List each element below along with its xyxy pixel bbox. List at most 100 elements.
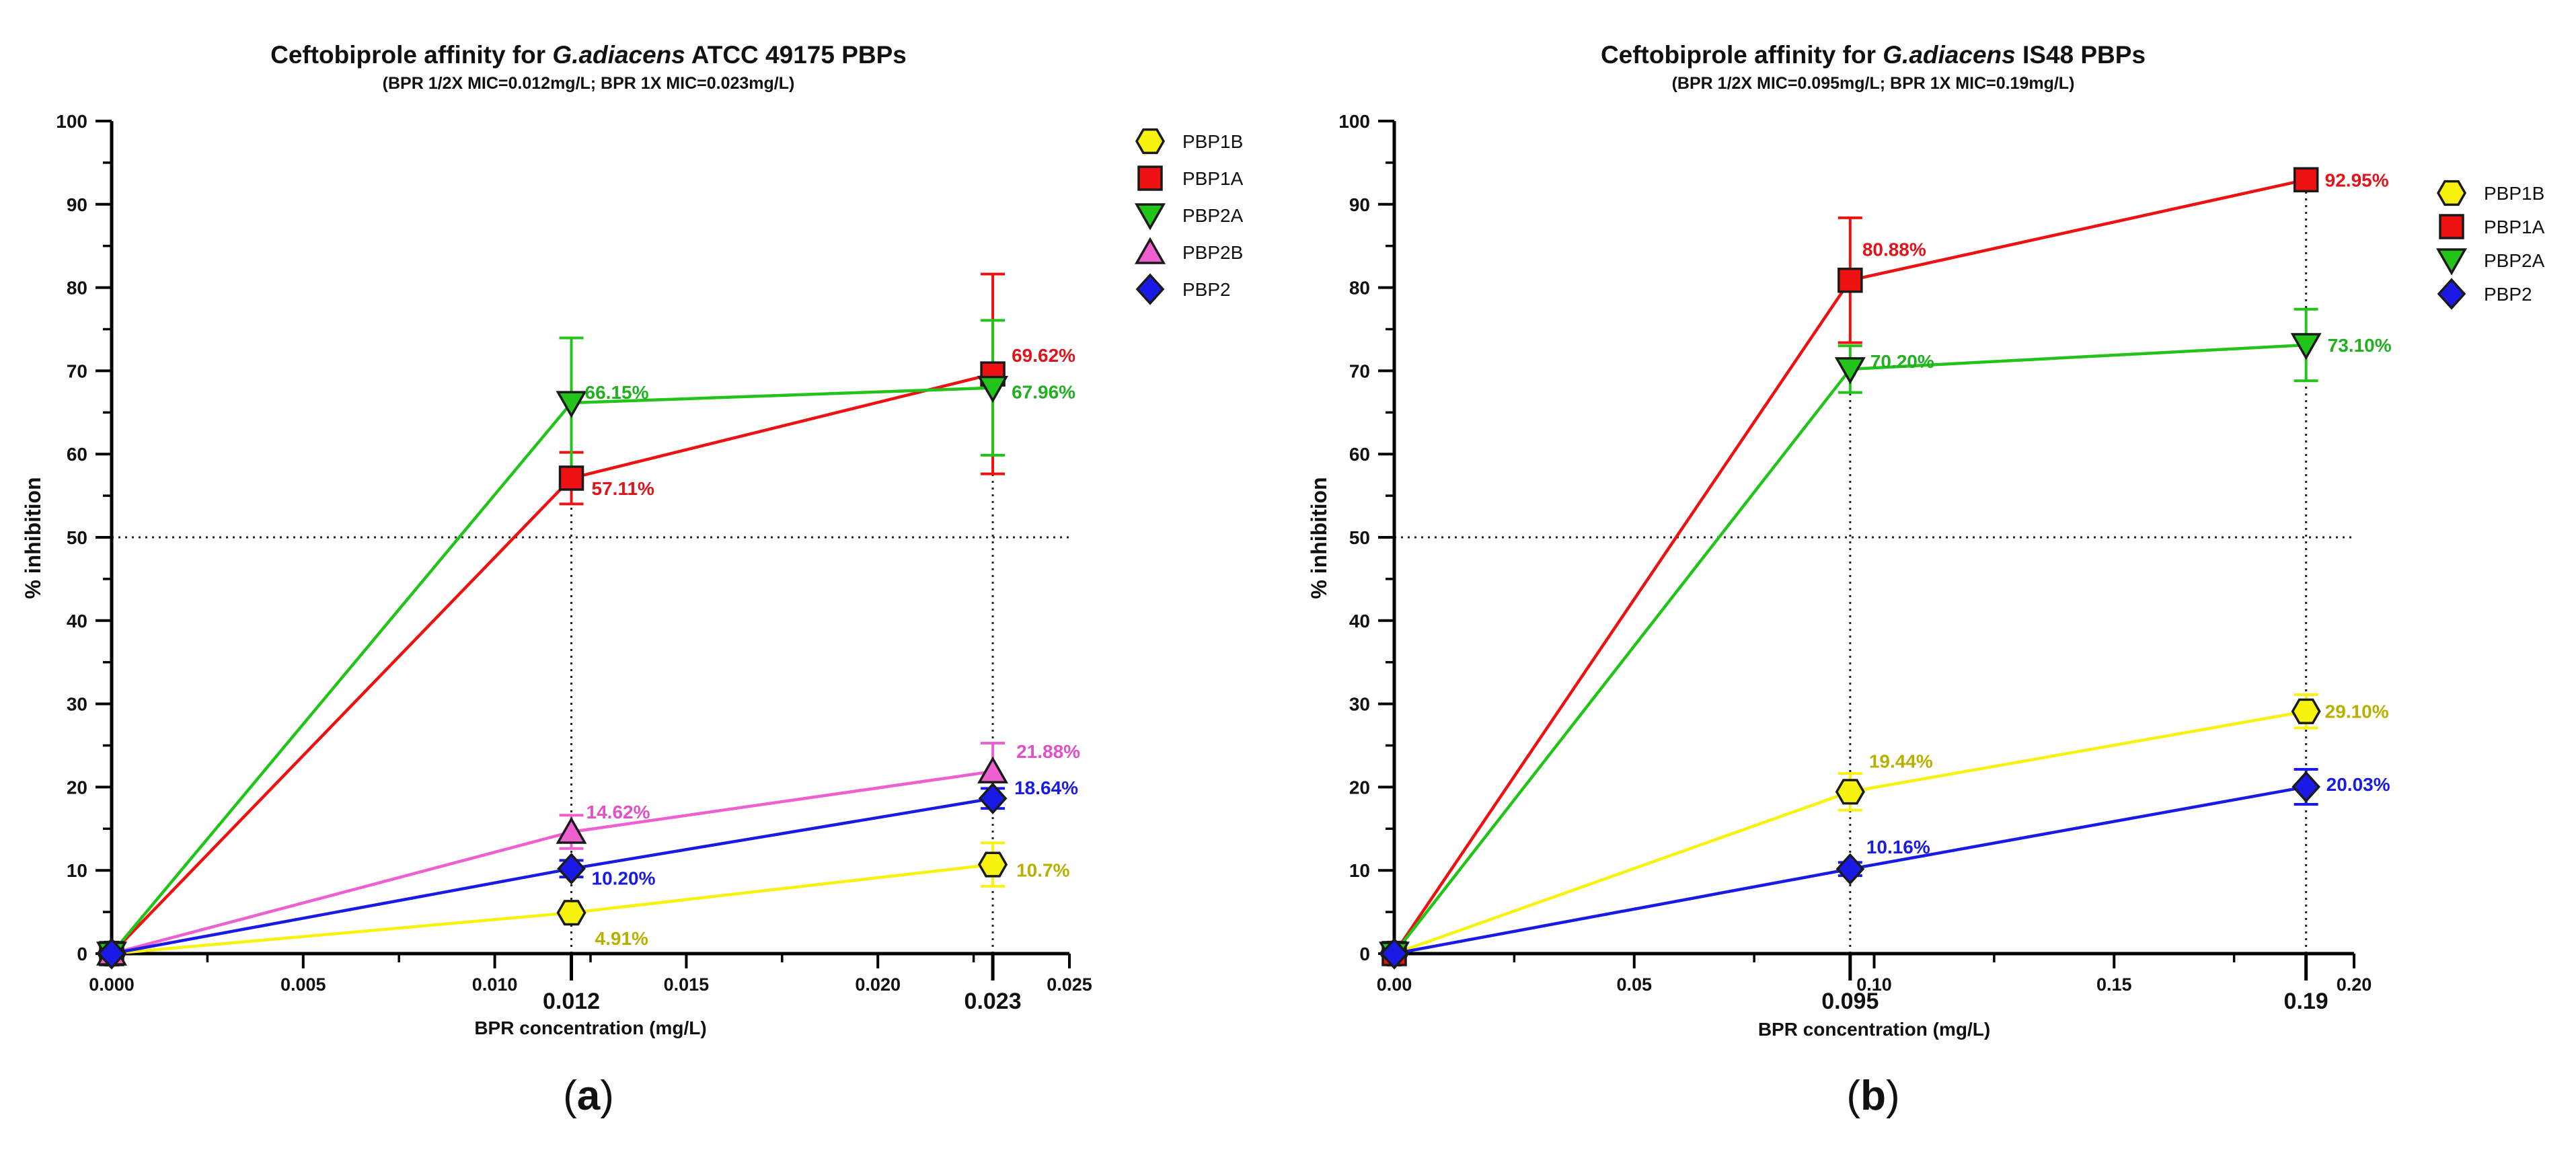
panel-label-part: )	[600, 1073, 614, 1119]
x-tick-label: 0.10	[1856, 974, 1892, 995]
y-tick-label: 90	[67, 194, 87, 215]
chart-title: Ceftobiprole affinity for G.adiacens IS4…	[1601, 41, 2146, 69]
legend-marker-pbp1a	[2439, 214, 2464, 239]
legend-marker-pbp1b	[1135, 128, 1166, 155]
y-tick-label: 60	[1349, 444, 1370, 465]
y-tick-label: 60	[67, 444, 87, 465]
x-tick-label: 0.005	[280, 974, 326, 995]
data-point-pbp2	[2291, 771, 2321, 803]
chart-title-part: ATCC 49175 PBPs	[685, 41, 907, 69]
data-label-pbp2: 20.03%	[2326, 774, 2390, 795]
data-label-pbp1a: 92.95%	[2325, 169, 2389, 190]
legend-marker-pbp2a	[1134, 203, 1166, 231]
data-label-pbp2: 18.64%	[1014, 777, 1078, 798]
legend-label-pbp1b: PBP1B	[2484, 183, 2544, 204]
y-tick-label: 0	[1359, 944, 1370, 964]
x-tick-label: 0.025	[1047, 974, 1092, 995]
data-label-pbp2a: 67.96%	[1012, 382, 1075, 403]
data-label-pbp2a: 73.10%	[2328, 335, 2392, 356]
chart-subtitle: (BPR 1/2X MIC=0.012mg/L; BPR 1X MIC=0.02…	[383, 74, 795, 93]
chart-title: Ceftobiprole affinity for G.adiacens ATC…	[270, 41, 907, 69]
y-tick-label: 70	[1349, 360, 1370, 381]
data-label-pbp2a: 70.20%	[1870, 351, 1934, 372]
legend-label-pbp2a: PBP2A	[2484, 250, 2545, 271]
y-tick-label: 40	[1349, 611, 1370, 631]
x-axis-label: BPR concentration (mg/L)	[474, 1017, 706, 1038]
data-point-pbp2	[978, 782, 1008, 814]
legend-marker-pbp1b	[2436, 180, 2467, 206]
x-tick-label: 0.15	[2096, 974, 2132, 995]
panel-label-part: )	[1886, 1073, 1900, 1119]
y-tick-label: 90	[1349, 194, 1370, 215]
x-tick-label: 0.20	[2337, 974, 2372, 995]
y-tick-label: 20	[1349, 777, 1370, 798]
legend-label-pbp2a: PBP2A	[1182, 205, 1244, 226]
x-tick-label: 0.010	[472, 974, 518, 995]
y-tick-label: 10	[67, 860, 87, 881]
series-line-pbp2a	[110, 386, 993, 955]
data-label-pbp1b: 19.44%	[1869, 751, 1933, 771]
chart-panel-a: Ceftobiprole affinity for G.adiacens ATC…	[21, 41, 1244, 1119]
data-label-pbp1a: 80.88%	[1862, 239, 1926, 260]
legend-label-pbp1b: PBP1B	[1182, 131, 1243, 152]
y-tick-label: 40	[67, 611, 87, 631]
series-line-pbp1a	[110, 372, 993, 955]
legend-marker-pbp2a	[2435, 248, 2468, 276]
data-point-pbp2a	[2290, 333, 2322, 360]
panel-label: (a)	[563, 1073, 614, 1119]
chart-title-part: Ceftobiprole affinity for	[270, 41, 552, 69]
legend-marker-pbp2b	[1134, 237, 1166, 264]
data-label-pbp2b: 21.88%	[1016, 741, 1080, 762]
panel-label: (b)	[1846, 1073, 1899, 1119]
panel-label-part: (	[563, 1073, 577, 1119]
legend-label-pbp2: PBP2	[2484, 284, 2532, 305]
data-point-pbp2a	[977, 375, 1009, 404]
panel-label-letter: b	[1860, 1073, 1886, 1119]
legend-marker-pbp1a	[1137, 165, 1163, 191]
y-tick-label: 50	[1349, 527, 1370, 548]
y-tick-label: 20	[67, 777, 87, 798]
data-point-pbp1a	[558, 465, 584, 491]
x-tick-label: 0.015	[664, 974, 710, 995]
data-point-pbp2a	[556, 391, 587, 418]
x-highlight-label: 0.023	[964, 989, 1022, 1014]
data-point-pbp1a	[2293, 167, 2319, 193]
y-tick-label: 10	[1349, 860, 1370, 881]
data-label-pbp1b: 10.7%	[1016, 860, 1069, 881]
x-axis-label: BPR concentration (mg/L)	[1758, 1019, 1990, 1040]
data-label-pbp2b: 14.62%	[586, 802, 650, 822]
legend-label-pbp2: PBP2	[1182, 279, 1231, 300]
y-tick-label: 0	[77, 944, 87, 964]
series-line-pbp2b	[111, 769, 993, 956]
y-axis-label: % inhibition	[21, 477, 45, 599]
x-tick-label: 0.020	[855, 974, 901, 995]
data-label-pbp1b: 4.91%	[595, 928, 648, 949]
legend-label-pbp1a: PBP1A	[2484, 217, 2545, 237]
panel-label-part: (	[1846, 1073, 1860, 1119]
x-tick-label: 0.00	[1377, 974, 1412, 995]
y-tick-label: 30	[1349, 694, 1370, 715]
x-tick-label: 0.000	[89, 974, 135, 995]
series-line-pbp2	[111, 797, 993, 956]
y-tick-label: 80	[1349, 278, 1370, 299]
legend-marker-pbp2	[2437, 278, 2466, 310]
data-point-pbp2	[1835, 853, 1865, 885]
y-tick-label: 80	[67, 278, 87, 299]
data-label-pbp1a: 57.11%	[592, 478, 655, 499]
chart-title-part: Ceftobiprole affinity for	[1601, 41, 1883, 69]
y-tick-label: 50	[67, 527, 87, 548]
y-axis-label: % inhibition	[1307, 477, 1331, 599]
legend-label-pbp1a: PBP1A	[1182, 168, 1244, 189]
data-point-pbp1b	[978, 851, 1008, 878]
data-label-pbp2: 10.20%	[592, 868, 656, 889]
data-label-pbp2: 10.16%	[1866, 837, 1930, 857]
y-tick-label: 100	[1338, 111, 1370, 132]
data-point-pbp1b	[556, 900, 586, 926]
x-highlight-label: 0.19	[2284, 989, 2328, 1014]
chart-panel-b: Ceftobiprole affinity for G.adiacens IS4…	[1307, 41, 2545, 1119]
data-point-pbp1b	[1835, 779, 1865, 805]
x-highlight-label: 0.095	[1821, 989, 1879, 1014]
data-point-pbp2	[557, 853, 586, 885]
data-point-pbp1b	[2291, 698, 2321, 724]
